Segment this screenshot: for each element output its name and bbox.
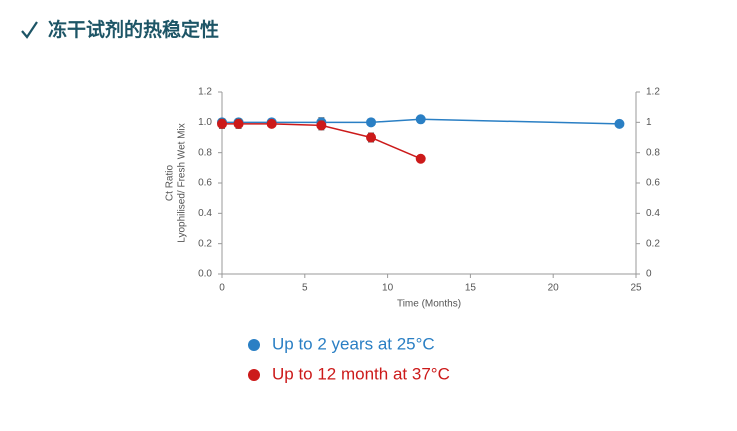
y2-tick-label: 0.8 [646,147,660,158]
data-point [316,120,327,131]
y-tick-label: 1.0 [198,117,212,128]
y-tick-label: 0.8 [198,147,212,158]
data-point [366,117,377,128]
y-tick-label: 0.6 [198,178,212,189]
y-axis-label: Ct Ratio [165,165,176,202]
data-point [266,118,277,129]
y2-tick-label: 0 [646,269,652,280]
legend: Up to 2 years at 25°C Up to 12 month at 3… [248,334,450,383]
y-axis-label: Lyophilised/ Fresh Wet Mix [177,123,188,243]
x-tick-label: 20 [548,283,560,294]
x-tick-label: 15 [465,283,477,294]
x-tick-label: 10 [382,283,394,294]
legend-marker [248,339,260,351]
x-tick-label: 25 [630,283,642,294]
y-tick-label: 0.2 [198,238,212,249]
y2-tick-label: 1 [646,117,652,128]
slide-title: 冻干试剂的热稳定性 [48,18,219,41]
x-tick-label: 0 [219,283,225,294]
x-tick-label: 5 [302,283,308,294]
y-tick-label: 0.4 [198,208,212,219]
y2-tick-label: 0.4 [646,208,660,219]
check-icon [21,21,38,39]
data-point [217,118,227,129]
data-point [415,153,426,164]
legend-label: Up to 12 month at 37°C [272,364,450,383]
data-point [614,118,625,129]
data-point [233,118,244,129]
y-tick-label: 0.0 [198,269,212,280]
data-point [366,132,377,143]
data-point [415,114,426,125]
y2-tick-label: 0.6 [646,178,660,189]
legend-label: Up to 2 years at 25°C [272,334,435,353]
y2-tick-label: 1.2 [646,87,660,98]
y2-tick-label: 0.2 [646,238,660,249]
y-tick-label: 1.2 [198,87,212,98]
legend-marker [248,369,260,381]
x-axis-label: Time (Months) [397,299,461,310]
